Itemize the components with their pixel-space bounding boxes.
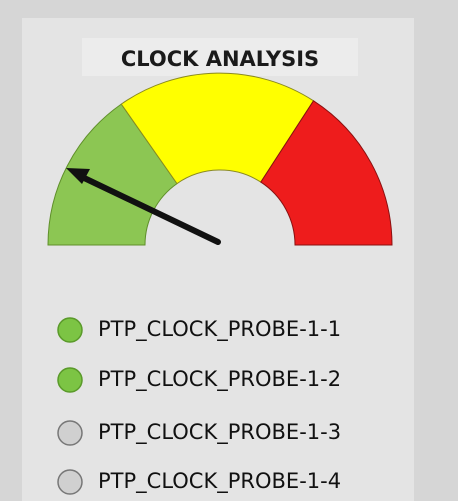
probe-label: PTP_CLOCK_PROBE-1-4 (98, 469, 341, 494)
gauge-red (260, 100, 393, 246)
title-box (82, 38, 358, 76)
gauge (47, 72, 393, 246)
status-dot (57, 367, 83, 393)
probe-label: PTP_CLOCK_PROBE-1-3 (98, 420, 341, 445)
gauge-needle (77, 173, 221, 245)
needle-head (66, 168, 90, 184)
gauge-yellow (120, 72, 315, 185)
status-dot (57, 420, 83, 446)
widget-title: CLOCK ANALYSIS (121, 47, 319, 71)
probe-list: PTP_CLOCK_PROBE-1-1 PTP_CLOCK_PROBE-1-2 PT… (57, 317, 341, 495)
probe-label: PTP_CLOCK_PROBE-1-1 (98, 317, 341, 342)
probe-label: PTP_CLOCK_PROBE-1-2 (98, 367, 341, 392)
status-dot (57, 469, 83, 495)
status-dot (57, 317, 83, 343)
